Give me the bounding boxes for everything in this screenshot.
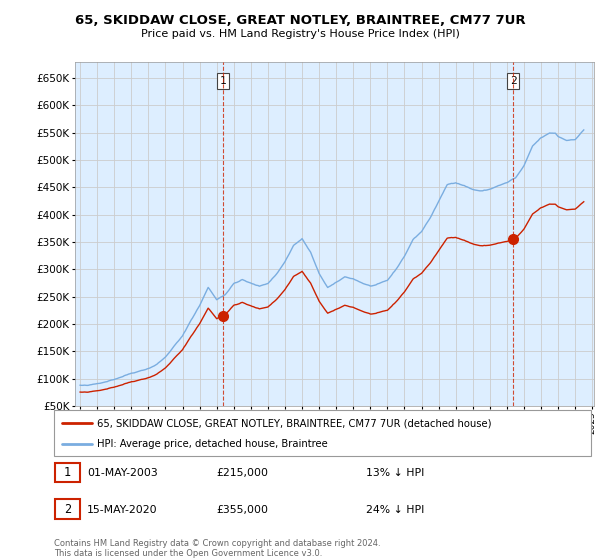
FancyBboxPatch shape (54, 410, 591, 456)
Text: £215,000: £215,000 (216, 468, 268, 478)
Text: 1: 1 (64, 466, 71, 479)
Text: HPI: Average price, detached house, Braintree: HPI: Average price, detached house, Brai… (97, 439, 328, 449)
Text: 15-MAY-2020: 15-MAY-2020 (87, 505, 158, 515)
Text: 2: 2 (510, 76, 517, 86)
Text: Contains HM Land Registry data © Crown copyright and database right 2024.
This d: Contains HM Land Registry data © Crown c… (54, 539, 380, 558)
Text: 13% ↓ HPI: 13% ↓ HPI (366, 468, 424, 478)
Text: 65, SKIDDAW CLOSE, GREAT NOTLEY, BRAINTREE, CM77 7UR: 65, SKIDDAW CLOSE, GREAT NOTLEY, BRAINTR… (74, 14, 526, 27)
Text: Price paid vs. HM Land Registry's House Price Index (HPI): Price paid vs. HM Land Registry's House … (140, 29, 460, 39)
FancyBboxPatch shape (55, 463, 80, 482)
Text: 2: 2 (64, 502, 71, 516)
Text: 65, SKIDDAW CLOSE, GREAT NOTLEY, BRAINTREE, CM77 7UR (detached house): 65, SKIDDAW CLOSE, GREAT NOTLEY, BRAINTR… (97, 418, 491, 428)
FancyBboxPatch shape (55, 500, 80, 519)
Text: 1: 1 (220, 76, 226, 86)
Text: £355,000: £355,000 (216, 505, 268, 515)
Text: 24% ↓ HPI: 24% ↓ HPI (366, 505, 424, 515)
Text: 01-MAY-2003: 01-MAY-2003 (87, 468, 158, 478)
